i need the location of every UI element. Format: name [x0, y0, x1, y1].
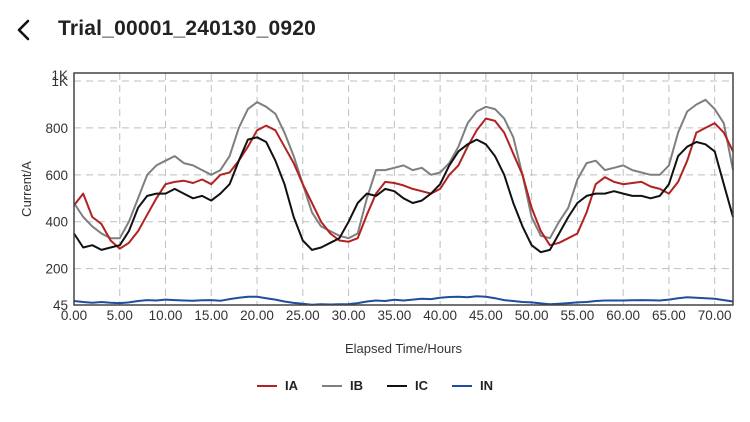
x-tick-label: 15.00: [194, 308, 228, 323]
y-tick-label-overlap: 1K: [51, 68, 68, 83]
header: Trial_00001_240130_0920: [0, 0, 750, 60]
y-axis-label: Current/A: [19, 161, 34, 217]
series-line-ib: [73, 98, 734, 240]
y-tick-label: 200: [45, 262, 68, 277]
legend-label: IB: [350, 378, 363, 393]
plot-frame: [73, 72, 734, 306]
chart-series: [73, 98, 734, 306]
series-line-in: [73, 295, 734, 306]
back-button[interactable]: [12, 15, 36, 45]
x-tick-label: 40.00: [423, 308, 457, 323]
y-tick-label: 600: [45, 168, 68, 183]
y-tick-label: 1K: [51, 74, 68, 89]
x-tick-label: 10.00: [149, 308, 183, 323]
x-tick-label: 30.00: [332, 308, 366, 323]
legend-item-ib[interactable]: IB: [322, 378, 363, 393]
series-line-ia: [73, 117, 734, 250]
x-tick-label: 45.00: [469, 308, 503, 323]
legend-swatch: [452, 384, 472, 387]
legend-swatch: [322, 384, 342, 387]
x-tick-label: 55.00: [561, 308, 595, 323]
legend-label: IA: [285, 378, 298, 393]
legend-item-in[interactable]: IN: [452, 378, 493, 393]
x-tick-label: 25.00: [286, 308, 320, 323]
legend-item-ic[interactable]: IC: [387, 378, 428, 393]
x-axis-ticks: 0.00 5.00 10.00 15.00 20.00 25.00 30.00 35.00 40…: [61, 308, 732, 323]
page-title: Trial_00001_240130_0920: [58, 17, 317, 40]
legend-swatch: [387, 384, 407, 387]
x-tick-label: 50.00: [515, 308, 549, 323]
y-tick-label: 45: [53, 298, 68, 313]
x-tick-label: 60.00: [606, 308, 640, 323]
x-tick-label: 0.00: [61, 308, 87, 323]
legend-item-ia[interactable]: IA: [257, 378, 298, 393]
x-tick-label: 20.00: [240, 308, 274, 323]
y-tick-label: 800: [45, 121, 68, 136]
chart-grid: [74, 73, 733, 305]
y-tick-label: 400: [45, 215, 68, 230]
series-line-ic: [73, 136, 734, 254]
x-axis-label: Elapsed Time/Hours: [345, 341, 463, 356]
x-tick-label: 65.00: [652, 308, 686, 323]
x-tick-label: 70.00: [698, 308, 732, 323]
legend-label: IC: [415, 378, 428, 393]
x-tick-label: 35.00: [377, 308, 411, 323]
x-tick-label: 5.00: [107, 308, 133, 323]
chart-legend: IA IB IC IN: [0, 378, 750, 393]
legend-swatch: [257, 384, 277, 387]
chevron-left-icon: [17, 19, 30, 41]
legend-label: IN: [480, 378, 493, 393]
